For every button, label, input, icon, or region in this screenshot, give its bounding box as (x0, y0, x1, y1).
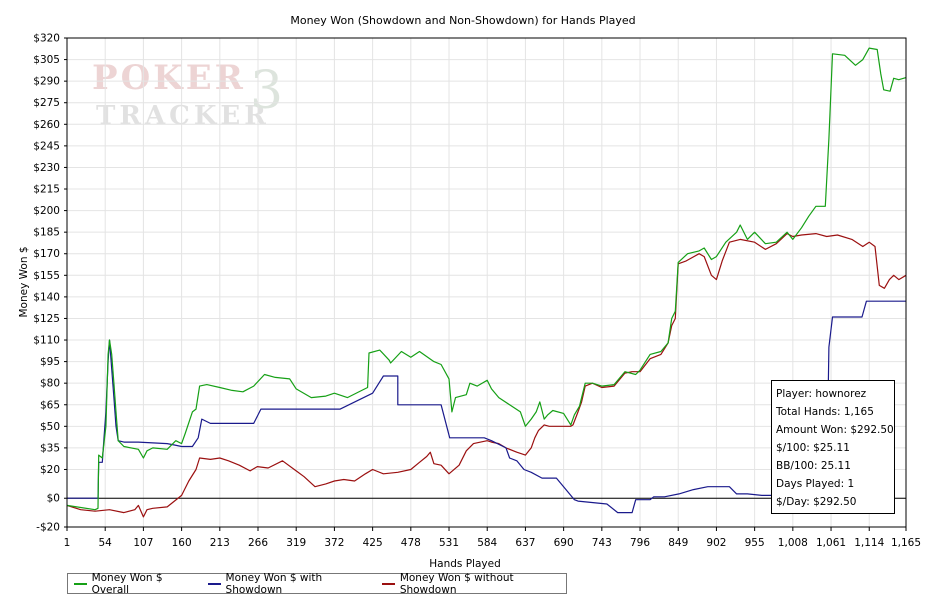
y-tick-label: $95 (40, 356, 60, 368)
x-tick-label: 425 (363, 537, 383, 549)
y-tick-label: $275 (33, 97, 60, 109)
legend-swatch-showdown (207, 582, 221, 585)
stat-player: Player: hownorez (776, 388, 867, 400)
y-tick-label: $50 (40, 421, 60, 433)
x-tick-label: 107 (133, 537, 153, 549)
series-line-2 (66, 233, 907, 518)
series-line-0 (66, 47, 907, 511)
legend-swatch-overall (74, 582, 87, 585)
x-tick-label: 1,114 (854, 537, 884, 549)
y-tick-label: $245 (33, 140, 60, 152)
y-tick-label: $0 (47, 493, 60, 505)
y-tick-label: $185 (33, 227, 60, 239)
watermark-mark: 3 (250, 61, 283, 121)
y-tick-label: $305 (33, 54, 60, 66)
x-tick-label: 266 (248, 537, 268, 549)
y-tick-label: $20 (40, 464, 60, 476)
x-tick-label: 1,165 (891, 537, 921, 549)
y-axis-label: Money Won $ (18, 246, 30, 317)
x-tick-label: 902 (706, 537, 726, 549)
x-tick-label: 319 (286, 537, 306, 549)
x-tick-label: 849 (668, 537, 688, 549)
y-tick-label: $140 (33, 291, 60, 303)
x-tick-label: 1,008 (778, 537, 808, 549)
x-axis-label: Hands Played (429, 558, 500, 570)
x-tick-label: 1,061 (816, 537, 846, 549)
x-tick-label: 955 (745, 537, 765, 549)
y-tick-label: $320 (33, 33, 60, 45)
y-axis-ticks: -$20 $0 $20 $35 $50 $65 $80 $95 $110 $125 $140 $155… (33, 33, 67, 534)
legend-label-showdown: Money Won $ with Showdown (225, 571, 323, 596)
legend-item-showdown[interactable]: Money Won $ with Showdown (207, 571, 366, 596)
y-tick-label: $230 (33, 162, 60, 174)
y-tick-label: $200 (33, 205, 60, 217)
y-tick-label: $155 (33, 270, 60, 282)
pokertracker-watermark: POKER TRACKER 3 (92, 58, 283, 131)
stat-days-played: Days Played: 1 (776, 478, 855, 490)
stat-bb-per-100: BB/100: 25.11 (776, 460, 851, 472)
x-axis-ticks: 1 54 107 160 213 266 319 372 425 478 531 584 637 690 7… (64, 527, 921, 549)
y-tick-label: $110 (33, 335, 60, 347)
chart-title: Money Won (Showdown and Non-Showdown) fo… (290, 14, 635, 27)
x-tick-label: 478 (401, 537, 421, 549)
x-tick-label: 743 (592, 537, 612, 549)
y-tick-label: -$20 (36, 522, 60, 534)
chart-legend: Money Won $ Overall Money Won $ with Sho… (67, 571, 567, 596)
stat-total-hands: Total Hands: 1,165 (776, 406, 874, 418)
y-tick-label: $125 (33, 313, 60, 325)
x-tick-label: 1 (64, 537, 71, 549)
x-tick-label: 160 (172, 537, 192, 549)
stat-amount-won: Amount Won: $292.50 (776, 424, 894, 436)
y-tick-label: $170 (33, 248, 60, 260)
x-tick-label: 584 (477, 537, 497, 549)
x-tick-label: 637 (515, 537, 535, 549)
y-tick-label: $35 (40, 442, 60, 454)
watermark-line1: POKER (92, 58, 246, 98)
y-tick-label: $290 (33, 76, 60, 88)
watermark-line2: TRACKER (96, 101, 270, 131)
x-tick-label: 372 (324, 537, 344, 549)
x-tick-label: 213 (210, 537, 230, 549)
player-stats-box: Player: hownorez Total Hands: 1,165 Amou… (771, 380, 895, 514)
legend-swatch-non-showdown (382, 582, 395, 585)
y-tick-label: $65 (40, 399, 60, 411)
stat-per-day: $/Day: $292.50 (776, 496, 857, 508)
legend-item-overall[interactable]: Money Won $ Overall (74, 572, 192, 596)
x-tick-label: 690 (554, 537, 574, 549)
x-tick-label: 796 (630, 537, 650, 549)
x-tick-label: 54 (99, 537, 113, 549)
y-tick-label: $215 (33, 184, 60, 196)
legend-item-non-showdown[interactable]: Money Won $ without Showdown (382, 572, 556, 596)
plot-frame (66, 37, 907, 528)
legend-label-non-showdown: Money Won $ without Showdown (399, 571, 514, 596)
legend-label-overall: Money Won $ Overall (91, 571, 163, 596)
y-tick-label: $260 (33, 119, 60, 131)
x-tick-label: 531 (439, 537, 459, 549)
stat-per-100: $/100: $25.11 (776, 442, 850, 454)
y-tick-label: $80 (40, 378, 60, 390)
